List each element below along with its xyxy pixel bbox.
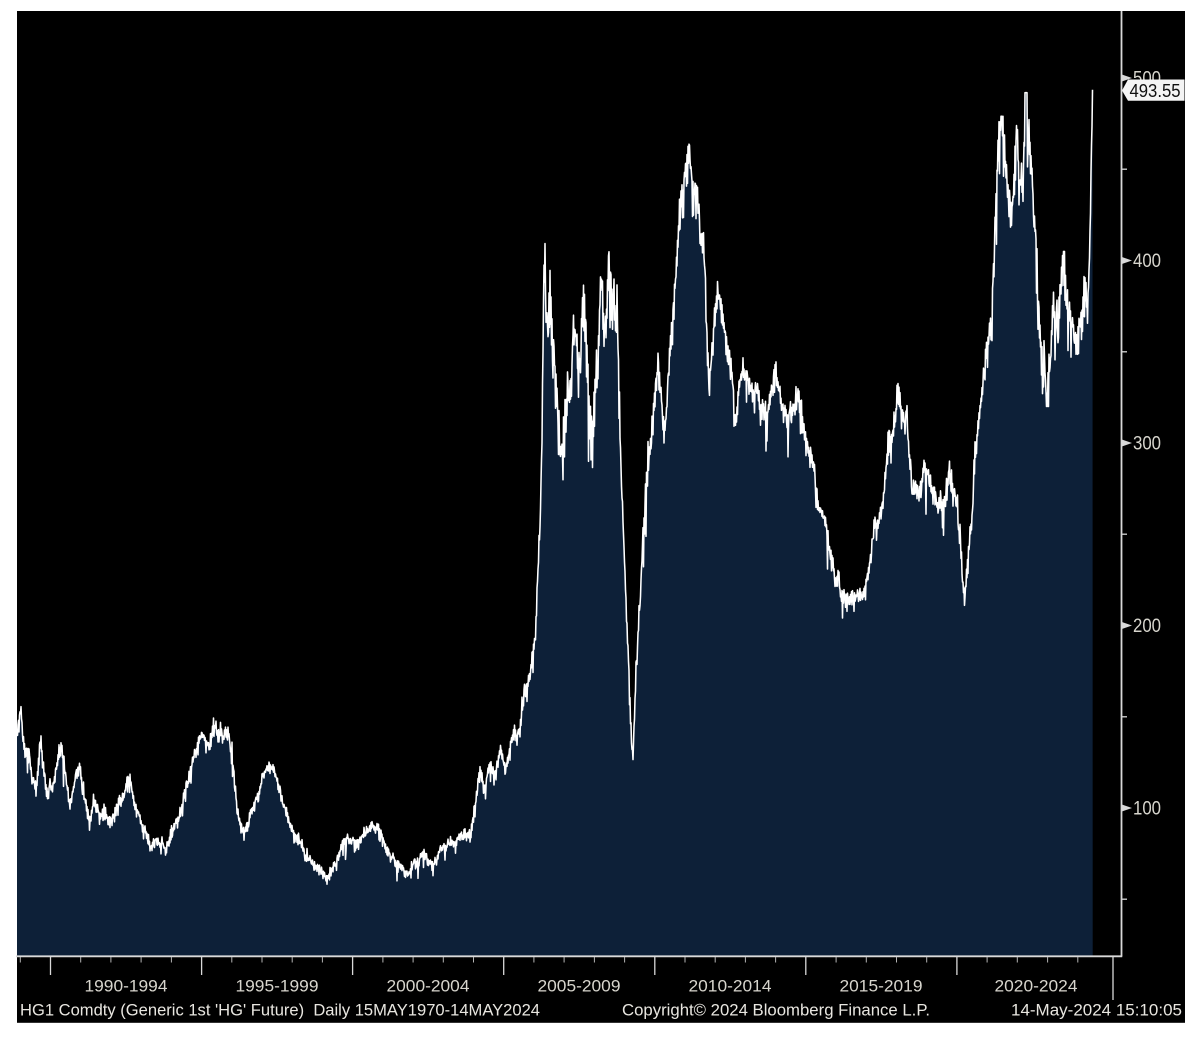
svg-text:2000-2004: 2000-2004 <box>387 978 470 996</box>
svg-text:2005-2009: 2005-2009 <box>538 978 621 996</box>
svg-text:100: 100 <box>1133 798 1161 819</box>
svg-text:1995-1999: 1995-1999 <box>236 978 319 996</box>
svg-text:14-May-2024 15:10:05: 14-May-2024 15:10:05 <box>1011 1001 1182 1020</box>
svg-text:2010-2014: 2010-2014 <box>689 978 772 996</box>
svg-text:300: 300 <box>1133 433 1161 454</box>
svg-text:493.55: 493.55 <box>1130 80 1181 101</box>
svg-text:Copyright© 2024 Bloomberg Fina: Copyright© 2024 Bloomberg Finance L.P. <box>622 1001 930 1020</box>
svg-text:1990-1994: 1990-1994 <box>85 978 168 996</box>
svg-text:2020-2024: 2020-2024 <box>995 978 1078 996</box>
svg-text:2015-2019: 2015-2019 <box>840 978 923 996</box>
svg-text:HG1 Comdty (Generic 1st 'HG' F: HG1 Comdty (Generic 1st 'HG' Future) Dai… <box>20 1001 540 1020</box>
svg-text:200: 200 <box>1133 616 1161 637</box>
svg-text:400: 400 <box>1133 251 1161 272</box>
